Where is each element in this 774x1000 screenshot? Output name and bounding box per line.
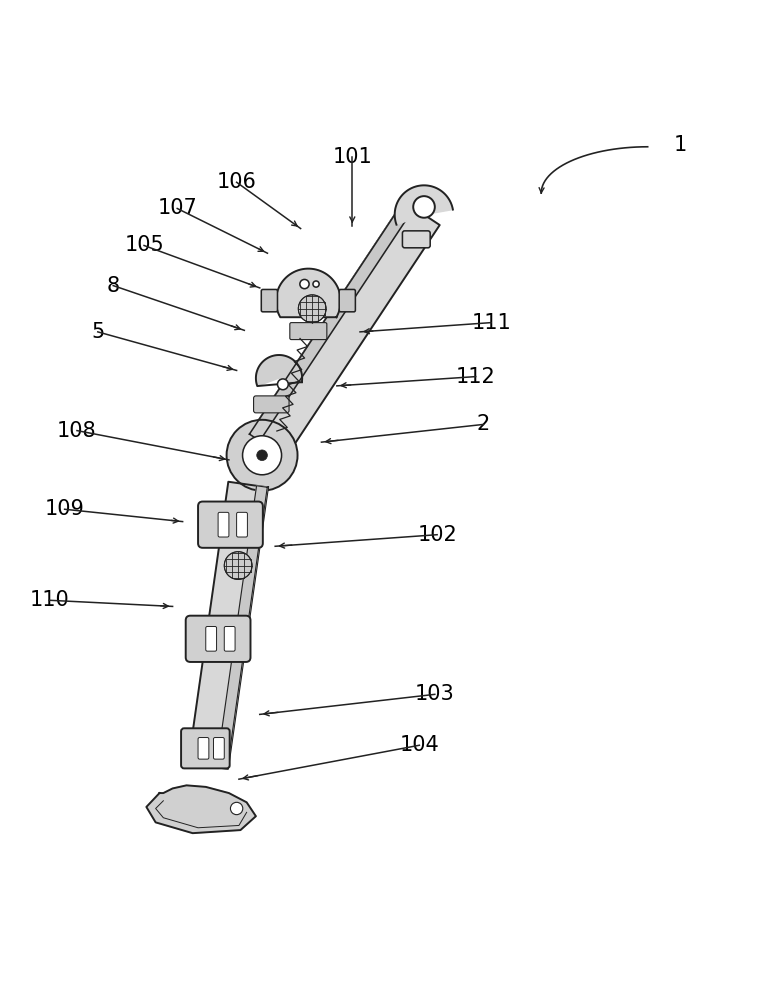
FancyBboxPatch shape [206, 626, 217, 651]
Polygon shape [395, 185, 453, 225]
FancyBboxPatch shape [254, 396, 289, 413]
Text: 107: 107 [157, 198, 197, 218]
Text: 103: 103 [415, 684, 454, 704]
Circle shape [257, 450, 267, 461]
FancyBboxPatch shape [198, 738, 209, 759]
Text: 2: 2 [477, 414, 490, 434]
FancyBboxPatch shape [402, 231, 430, 248]
Text: 1: 1 [673, 135, 687, 155]
Text: 101: 101 [332, 147, 372, 167]
FancyBboxPatch shape [339, 289, 355, 312]
Circle shape [227, 420, 297, 491]
Polygon shape [188, 482, 268, 769]
Polygon shape [249, 201, 414, 441]
Text: 111: 111 [471, 313, 511, 333]
Text: 104: 104 [399, 735, 440, 755]
Text: 5: 5 [91, 322, 104, 342]
Polygon shape [217, 486, 267, 769]
FancyBboxPatch shape [224, 626, 235, 651]
Text: 8: 8 [107, 276, 120, 296]
Circle shape [413, 196, 435, 218]
Text: 105: 105 [124, 235, 164, 255]
FancyBboxPatch shape [214, 738, 224, 759]
Polygon shape [256, 355, 302, 386]
Circle shape [242, 436, 282, 475]
Circle shape [313, 281, 319, 287]
Text: 109: 109 [45, 499, 84, 519]
Circle shape [224, 552, 252, 579]
Text: 112: 112 [456, 367, 495, 387]
FancyBboxPatch shape [262, 289, 278, 312]
Text: 102: 102 [417, 525, 457, 545]
FancyBboxPatch shape [289, 323, 327, 340]
Polygon shape [146, 785, 256, 833]
Polygon shape [249, 201, 440, 458]
Text: 106: 106 [217, 172, 256, 192]
Text: 110: 110 [29, 590, 69, 610]
FancyBboxPatch shape [186, 616, 251, 662]
Circle shape [300, 279, 309, 289]
Polygon shape [276, 269, 341, 317]
FancyBboxPatch shape [198, 502, 263, 548]
Circle shape [298, 295, 326, 323]
FancyBboxPatch shape [237, 512, 248, 537]
Text: 108: 108 [57, 421, 97, 441]
Circle shape [278, 379, 288, 390]
Circle shape [231, 802, 243, 815]
FancyBboxPatch shape [218, 512, 229, 537]
FancyBboxPatch shape [181, 728, 230, 768]
